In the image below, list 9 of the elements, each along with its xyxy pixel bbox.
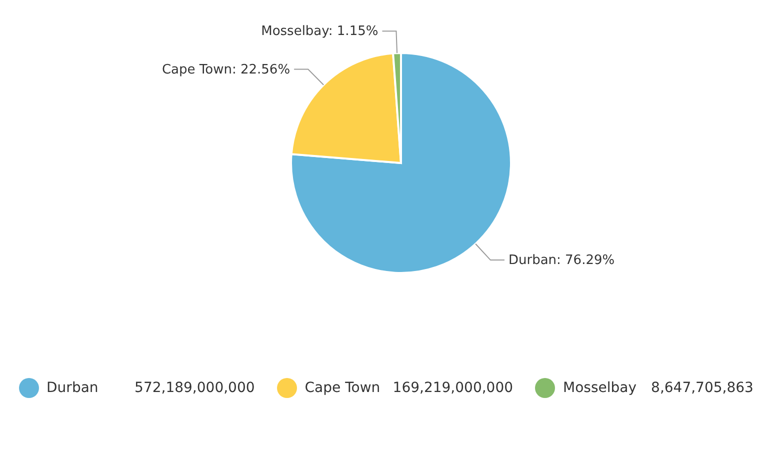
legend-label: Mosselbay [563,380,638,396]
text: 169,219,000,000 [392,380,514,396]
text: 8,647,705,863 [651,380,754,396]
data-label: Mosselbay: 1.15% [261,24,378,40]
data-label: Cape Town: 22.56% [162,62,290,78]
legend-label: Cape Town [304,380,382,396]
data-label: Durban: 76.29% [508,253,615,268]
legend-label: Durban [46,380,100,396]
text: 572,189,000,000 [134,380,255,396]
